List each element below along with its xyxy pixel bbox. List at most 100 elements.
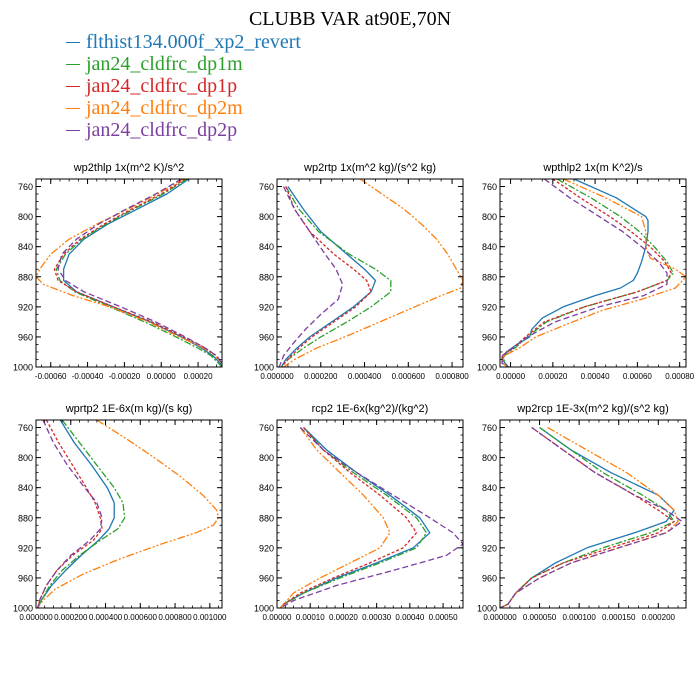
y-tick-label: 760 — [259, 423, 274, 433]
x-tick-label: 0.000400 — [89, 613, 123, 622]
y-tick-label: 880 — [18, 513, 33, 523]
y-tick-label: 880 — [259, 513, 274, 523]
plot-frame — [276, 419, 464, 609]
x-tick-label: 0.000200 — [304, 372, 338, 381]
plot-frame — [276, 178, 464, 368]
x-tick-label: 0.00020 — [329, 613, 358, 622]
y-tick-label: 800 — [18, 453, 33, 463]
legend-label: flthist134.000f_xp2_revert — [86, 30, 301, 53]
legend-swatch — [66, 41, 80, 43]
legend-swatch — [66, 85, 80, 87]
series-line — [279, 427, 418, 608]
legend-item: jan24_cldfrc_dp2p — [66, 119, 301, 141]
series-line — [62, 179, 222, 367]
series-line — [37, 420, 103, 608]
plot-frame — [499, 178, 687, 368]
legend-item: flthist134.000f_xp2_revert — [66, 31, 301, 53]
series-line — [37, 420, 103, 608]
y-tick-label: 920 — [18, 543, 33, 553]
legend-item: jan24_cldfrc_dp1p — [66, 75, 301, 97]
x-tick-label: 0.00020 — [538, 372, 567, 381]
y-tick-label: 960 — [259, 573, 274, 583]
panel-title: wpthlp2 1x(m K^2)/s — [542, 162, 643, 174]
series-line — [278, 186, 344, 367]
series-line — [279, 427, 463, 608]
y-tick-label: 880 — [259, 272, 274, 282]
panel-title: wprtp2 1E-6x(m kg)/(s kg) — [65, 403, 193, 415]
y-tick-label: 1000 — [13, 604, 33, 614]
x-tick-label: 0.00000 — [263, 613, 292, 622]
x-tick-label: 0.000800 — [158, 613, 192, 622]
y-tick-label: 760 — [18, 182, 33, 192]
x-tick-label: 0.000600 — [124, 613, 158, 622]
y-tick-label: 800 — [482, 212, 497, 222]
series-line — [500, 426, 675, 608]
y-tick-label: 1000 — [477, 604, 497, 614]
x-tick-label: 0.00040 — [581, 372, 610, 381]
series-line — [501, 179, 686, 367]
y-tick-label: 960 — [259, 332, 274, 342]
x-tick-label: 0.00060 — [623, 372, 652, 381]
series-group — [278, 179, 463, 367]
y-tick-label: 840 — [18, 242, 33, 252]
legend-label: jan24_cldfrc_dp1m — [86, 52, 243, 75]
chart-panel: wp2rtp 1x(m^2 kg)/(s^2 kg) 760 800 840 880 92… — [254, 162, 469, 381]
chart-panel: wprtp2 1E-6x(m kg)/(s kg) 760 800 840 880 920… — [13, 403, 227, 622]
x-tick-label: 0.001000 — [193, 613, 227, 622]
x-tick-label: 0.000600 — [392, 372, 426, 381]
legend-label: jan24_cldfrc_dp2m — [86, 96, 243, 119]
x-tick-label: 0.00020 — [184, 372, 213, 381]
y-tick-label: 800 — [259, 212, 274, 222]
y-tick-label: 760 — [259, 182, 274, 192]
x-tick-label: 0.00000 — [496, 372, 525, 381]
series-line — [280, 186, 392, 367]
x-tick-label: 0.00030 — [362, 613, 391, 622]
series-line — [500, 426, 675, 608]
y-tick-label: 1000 — [13, 363, 33, 373]
chart-panel: rcp2 1E-6x(kg^2)/(kg^2) 760 800 840 880 920 96… — [254, 403, 464, 622]
y-tick-label: 760 — [482, 182, 497, 192]
y-tick-label: 880 — [18, 272, 33, 282]
series-line — [55, 179, 222, 367]
series-line — [500, 426, 679, 608]
series-line — [57, 179, 222, 367]
y-tick-label: 1000 — [254, 604, 274, 614]
panel-title: wp2thlp 1x(m^2 K)/s^2 — [73, 162, 185, 174]
panel-title: wp2rcp 1E-3x(m^2 kg)/(s^2 kg) — [516, 403, 669, 415]
series-line — [503, 179, 674, 367]
y-tick-label: 840 — [259, 483, 274, 493]
x-tick-label: 0.000050 — [523, 613, 557, 622]
x-tick-label: -0.00040 — [72, 372, 104, 381]
y-tick-label: 1000 — [477, 363, 497, 373]
y-tick-label: 760 — [18, 423, 33, 433]
figure-title: CLUBB VAR at90E,70N — [248, 8, 452, 30]
y-tick-label: 880 — [482, 513, 497, 523]
x-tick-label: 0.000200 — [642, 613, 676, 622]
y-tick-label: 840 — [18, 483, 33, 493]
y-tick-label: 960 — [482, 332, 497, 342]
y-tick-label: 920 — [18, 302, 33, 312]
x-tick-label: 0.000400 — [348, 372, 382, 381]
x-tick-label: 0.00080 — [665, 372, 694, 381]
x-tick-label: 0.000800 — [435, 372, 469, 381]
legend-swatch — [66, 107, 80, 109]
y-tick-label: 960 — [18, 332, 33, 342]
y-tick-label: 840 — [259, 242, 274, 252]
series-group — [500, 426, 683, 608]
y-tick-label: 800 — [18, 212, 33, 222]
legend-item: jan24_cldfrc_dp1m — [66, 53, 301, 75]
y-tick-label: 920 — [259, 543, 274, 553]
chart-panel: wp2rcp 1E-3x(m^2 kg)/(s^2 kg) 760 800 840 88… — [477, 403, 687, 622]
y-tick-label: 800 — [259, 453, 274, 463]
x-tick-label: 0.00000 — [147, 372, 176, 381]
y-tick-label: 800 — [482, 453, 497, 463]
series-group — [501, 179, 686, 367]
x-tick-label: 0.000100 — [562, 613, 596, 622]
legend-swatch — [66, 129, 80, 131]
series-group — [279, 427, 463, 608]
panel-title: rcp2 1E-6x(kg^2)/(kg^2) — [312, 403, 429, 415]
chart-panel: wp2thlp 1x(m^2 K)/s^2 760 800 840 880 920 960 1… — [13, 162, 223, 381]
series-line — [37, 420, 115, 608]
y-tick-label: 920 — [259, 302, 274, 312]
